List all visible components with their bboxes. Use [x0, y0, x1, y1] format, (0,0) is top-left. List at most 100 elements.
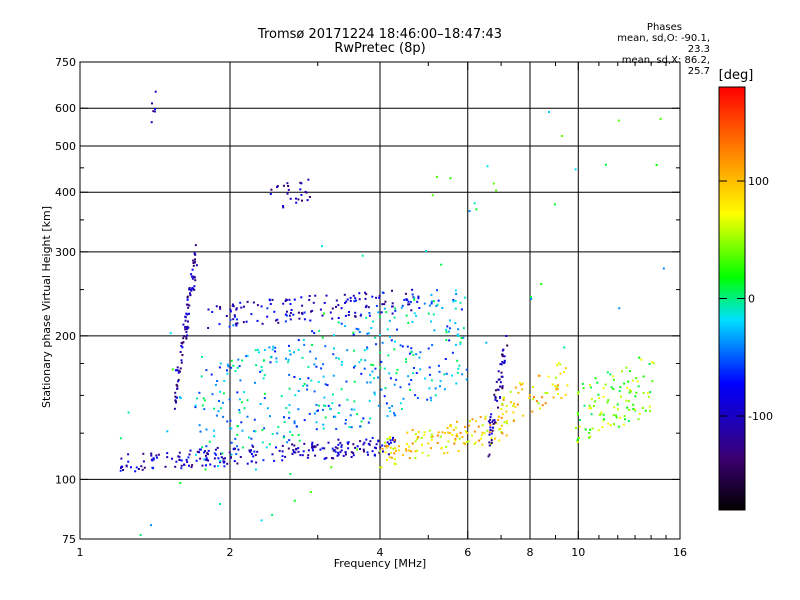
- echo-point: [299, 378, 302, 380]
- echo-point: [578, 425, 581, 428]
- echo-point: [257, 348, 259, 351]
- echo-point: [500, 371, 503, 374]
- echo-point: [394, 449, 397, 452]
- echo-point: [392, 447, 395, 450]
- echo-point: [186, 303, 189, 306]
- echo-point: [275, 446, 277, 449]
- echo-point: [225, 315, 228, 317]
- echo-point: [389, 436, 391, 438]
- echo-point: [295, 201, 298, 204]
- echo-point: [500, 408, 503, 410]
- echo-point: [408, 303, 411, 306]
- echo-point: [321, 447, 324, 450]
- echo-point: [451, 351, 454, 354]
- echo-point: [254, 454, 257, 457]
- echo-point: [270, 355, 273, 358]
- echo-point: [207, 308, 210, 311]
- echo-point: [615, 416, 618, 419]
- echo-point: [604, 383, 607, 386]
- echo-point: [409, 388, 412, 391]
- echo-point: [353, 366, 355, 369]
- echo-point: [366, 346, 369, 349]
- echo-point: [226, 420, 229, 423]
- echo-point: [662, 267, 665, 270]
- echo-point: [254, 468, 257, 471]
- echo-point: [175, 401, 177, 404]
- echo-point: [174, 400, 177, 403]
- echo-point: [219, 461, 222, 464]
- echo-point: [150, 454, 153, 457]
- echo-point: [271, 433, 274, 435]
- echo-point: [195, 264, 198, 267]
- echo-point: [514, 386, 517, 389]
- echo-point: [337, 412, 340, 414]
- echo-point: [412, 353, 415, 356]
- echo-point: [213, 457, 216, 460]
- echo-point: [122, 469, 125, 471]
- echo-point: [301, 356, 304, 359]
- echo-point: [182, 323, 185, 326]
- echo-point: [311, 309, 314, 312]
- y-tick-label: 400: [55, 186, 76, 199]
- echo-point: [321, 314, 324, 317]
- echo-point: [356, 413, 358, 416]
- echo-point: [186, 298, 189, 301]
- echo-point: [477, 425, 480, 428]
- echo-point: [547, 375, 550, 378]
- echo-point: [332, 457, 335, 460]
- echo-point: [262, 377, 265, 380]
- echo-point: [196, 450, 199, 453]
- echo-point: [613, 406, 616, 409]
- echo-point: [544, 392, 547, 394]
- echo-point: [261, 322, 264, 325]
- echo-point: [481, 443, 484, 446]
- echo-point: [430, 447, 432, 450]
- echo-point: [284, 320, 287, 323]
- echo-point: [408, 449, 411, 452]
- echo-point: [469, 420, 471, 423]
- echo-point: [574, 168, 577, 171]
- echo-point: [628, 391, 631, 394]
- echo-point: [546, 392, 549, 395]
- echo-point: [194, 406, 197, 409]
- echo-point: [497, 406, 499, 409]
- echo-point: [127, 453, 130, 456]
- echo-point: [618, 390, 621, 393]
- echo-point: [408, 352, 411, 355]
- echo-point: [253, 430, 255, 433]
- echo-point: [382, 450, 384, 453]
- echo-point: [468, 210, 471, 213]
- echo-point: [494, 421, 496, 424]
- echo-point: [323, 457, 326, 460]
- echo-point: [655, 164, 658, 166]
- echo-point: [453, 442, 456, 445]
- echo-point: [184, 326, 187, 329]
- echo-point: [637, 418, 640, 421]
- echo-point: [602, 395, 605, 398]
- echo-point: [326, 384, 329, 387]
- echo-point: [557, 362, 560, 365]
- echo-point: [440, 446, 443, 449]
- echo-point: [364, 306, 367, 309]
- echo-point: [368, 312, 371, 314]
- echo-point: [436, 434, 439, 437]
- echo-point: [358, 361, 361, 364]
- echo-point: [218, 323, 221, 326]
- echo-point: [379, 334, 381, 337]
- echo-point: [169, 332, 172, 335]
- echo-point: [289, 430, 292, 433]
- echo-point: [292, 313, 295, 316]
- echo-point: [217, 465, 220, 467]
- phase-statistics: Phases mean, sd,O: -90.1, 23.3 mean, sd,…: [600, 22, 710, 77]
- echo-point: [388, 372, 391, 375]
- echo-point: [454, 437, 457, 440]
- echo-point: [588, 383, 591, 386]
- echo-point: [263, 349, 266, 351]
- echo-point: [528, 394, 531, 396]
- echo-point: [288, 373, 291, 376]
- echo-point: [240, 421, 243, 424]
- echo-point: [449, 424, 452, 427]
- echo-point: [342, 454, 345, 457]
- echo-point: [193, 260, 196, 263]
- echo-point: [383, 395, 386, 398]
